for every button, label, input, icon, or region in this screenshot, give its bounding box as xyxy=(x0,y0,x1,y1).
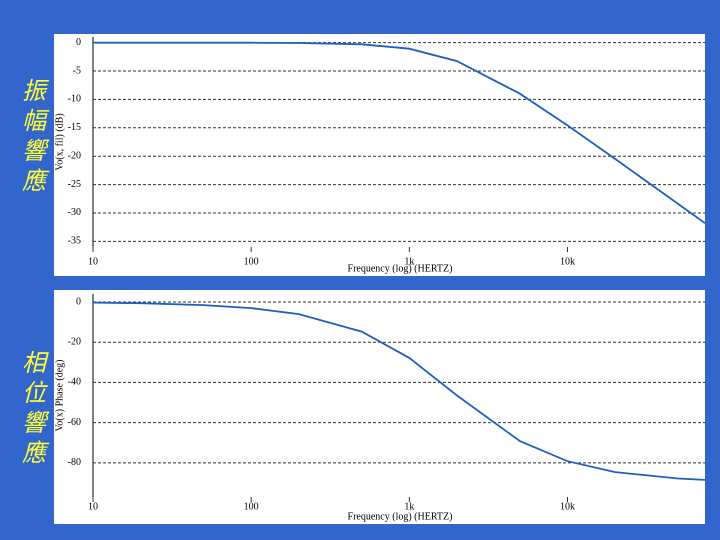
x-tick-label: 10 xyxy=(88,501,98,512)
y-tick-label: -60 xyxy=(68,417,81,428)
y-tick-label: -40 xyxy=(68,377,81,388)
y-tick-label: -15 xyxy=(68,122,81,133)
y-tick-label: -10 xyxy=(68,94,81,105)
line xyxy=(93,41,706,224)
x-tick-label: 1k xyxy=(404,501,414,512)
y-tick-label: -80 xyxy=(68,457,81,468)
x-tick-label: 1k xyxy=(404,256,414,267)
y-tick-label: -20 xyxy=(68,337,81,348)
x-tick-label: 10k xyxy=(560,501,575,512)
x-tick-label: 10 xyxy=(88,256,98,267)
y-tick-label: -25 xyxy=(68,179,81,190)
y-axis-label: Vo(x, fil) (dB) xyxy=(54,113,65,170)
y-axis-label: Vo(x) Phase (deg) xyxy=(54,359,65,431)
x-axis-label: Frequency (log) (HERTZ) xyxy=(348,511,453,522)
y-tick-label: -30 xyxy=(68,207,81,218)
side-label: 振幅響應 xyxy=(18,78,46,198)
side-label: 相位響應 xyxy=(18,350,46,470)
x-tick-label: 10k xyxy=(560,256,575,267)
y-tick-label: -5 xyxy=(73,65,81,76)
x-tick-label: 100 xyxy=(244,256,259,267)
y-tick-label: 0 xyxy=(76,37,81,48)
y-tick-label: 0 xyxy=(76,296,81,307)
x-tick-label: 100 xyxy=(244,501,259,512)
x-axis-label: Frequency (log) (HERTZ) xyxy=(348,263,453,274)
line xyxy=(92,301,706,481)
panel xyxy=(54,34,705,276)
y-tick-label: -20 xyxy=(68,150,81,161)
panel xyxy=(54,290,705,524)
y-tick-label: -35 xyxy=(68,236,81,247)
